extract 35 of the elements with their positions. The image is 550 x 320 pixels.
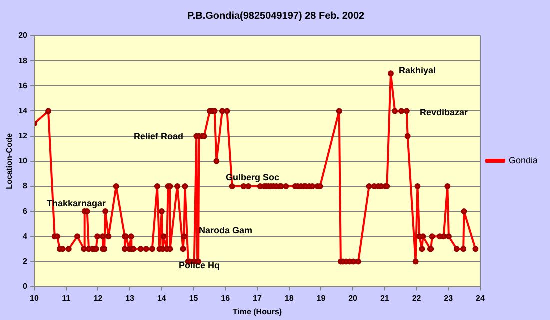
x-tick-label: 13 xyxy=(126,294,136,303)
y-tick-label: 0 xyxy=(23,282,28,292)
annotation: Revdibazar xyxy=(420,107,469,118)
annotation: Naroda Gam xyxy=(199,225,253,236)
x-tick-label: 20 xyxy=(348,294,358,303)
x-tick-label: 10 xyxy=(30,294,40,303)
y-tick-label: 6 xyxy=(23,206,28,216)
annotation: Police Hq xyxy=(179,260,220,270)
y-tick-label: 18 xyxy=(18,56,28,66)
x-tick-label: 23 xyxy=(444,294,454,303)
x-tick-label: 22 xyxy=(412,294,422,303)
y-tick-label: 14 xyxy=(18,106,28,116)
legend-label: Gondia xyxy=(508,155,538,166)
x-tick-label: 12 xyxy=(94,294,104,303)
x-tick-label: 21 xyxy=(380,294,390,303)
annotation: Relief Road xyxy=(134,131,184,142)
x-axis-title: Time (Hours) xyxy=(232,307,282,316)
y-tick-label: 12 xyxy=(18,132,28,141)
x-tick-label: 19 xyxy=(316,294,326,303)
y-tick-label: 8 xyxy=(23,182,28,191)
chart-title: P.B.Gondia(9825049197) 28 Feb. 2002 xyxy=(187,10,366,22)
y-tick-label: 4 xyxy=(23,232,28,241)
y-tick-label: 20 xyxy=(18,31,28,40)
x-tick-label: 24 xyxy=(476,294,486,303)
y-axis-title: Location-Code xyxy=(5,132,14,190)
x-tick-label: 18 xyxy=(284,294,294,303)
x-tick-label: 14 xyxy=(157,294,167,303)
x-tick-label: 15 xyxy=(189,294,199,303)
annotation: Rakhiyal xyxy=(399,65,436,76)
y-tick-label: 16 xyxy=(18,81,28,90)
x-tick-label: 17 xyxy=(253,294,262,303)
x-tick-label: 11 xyxy=(62,294,72,303)
y-tick-label: 10 xyxy=(18,156,28,166)
x-tick-label: 16 xyxy=(221,294,231,303)
y-tick-label: 2 xyxy=(23,256,28,266)
